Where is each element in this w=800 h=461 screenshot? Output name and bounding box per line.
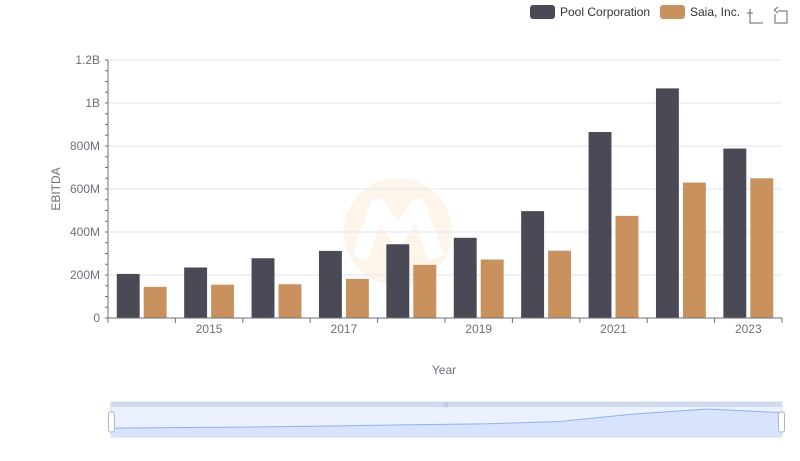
y-tick-label: 200M <box>70 268 100 282</box>
zoom-left-handle[interactable] <box>108 411 115 433</box>
y-axis-title: EBITDA <box>49 167 63 210</box>
legend-label-saia-inc: Saia, Inc. <box>690 5 740 19</box>
x-tick-label: 2023 <box>735 322 762 336</box>
bar-saia-inc-2023[interactable] <box>750 178 774 318</box>
bar-pool-corporation-2023[interactable] <box>723 148 747 318</box>
zoom-top-handle-bar[interactable] <box>111 402 782 407</box>
bar-pool-corporation-2017[interactable] <box>318 250 342 318</box>
y-tick-label: 0 <box>93 311 100 325</box>
y-tick-label: 600M <box>70 182 100 196</box>
bar-saia-inc-2018[interactable] <box>413 264 437 318</box>
bar-saia-inc-2014[interactable] <box>143 286 167 318</box>
zoom-right-handle[interactable] <box>778 411 785 433</box>
x-tick-label: 2021 <box>600 322 627 336</box>
zoom-select-icon[interactable] <box>747 8 763 24</box>
x-axis-title: Year <box>432 363 456 377</box>
y-tick-label: 800M <box>70 139 100 153</box>
legend-item-pool-corporation[interactable]: Pool Corporation <box>530 5 650 19</box>
bar-saia-inc-2022[interactable] <box>682 182 706 318</box>
bar-pool-corporation-2019[interactable] <box>453 237 477 318</box>
bar-saia-inc-2015[interactable] <box>211 284 235 318</box>
bar-pool-corporation-2016[interactable] <box>251 258 275 318</box>
bar-saia-inc-2021[interactable] <box>615 215 639 318</box>
legend-swatch-pool-corporation <box>530 5 555 19</box>
bar-saia-inc-2017[interactable] <box>345 278 369 318</box>
y-tick-label: 400M <box>70 225 100 239</box>
legend: Pool Corporation Saia, Inc. <box>530 5 740 19</box>
bar-pool-corporation-2015[interactable] <box>184 267 208 318</box>
bar-pool-corporation-2022[interactable] <box>655 88 679 318</box>
legend-item-saia-inc[interactable]: Saia, Inc. <box>660 5 740 19</box>
y-tick-label: 1.2B <box>75 53 100 67</box>
bar-pool-corporation-2018[interactable] <box>386 244 410 318</box>
y-axis: 0 200M 400M 600M 800M 1B 1.2B <box>70 53 109 325</box>
bar-saia-inc-2016[interactable] <box>278 284 302 318</box>
restore-icon[interactable] <box>772 6 788 24</box>
bar-pool-corporation-2014[interactable] <box>116 273 140 318</box>
bar-saia-inc-2020[interactable] <box>548 250 572 318</box>
data-zoom-slider[interactable]: ||| <box>108 401 785 438</box>
legend-label-pool-corporation: Pool Corporation <box>560 5 650 19</box>
x-axis: 2015 2017 2019 2021 2023 <box>107 317 783 336</box>
y-tick-label: 1B <box>85 96 100 110</box>
legend-swatch-saia-inc <box>660 5 685 19</box>
bar-saia-inc-2019[interactable] <box>480 259 504 318</box>
bars <box>116 88 774 318</box>
zoom-overview-line <box>110 408 783 429</box>
bar-pool-corporation-2021[interactable] <box>588 132 612 318</box>
x-tick-label: 2015 <box>196 322 223 336</box>
x-tick-label: 2019 <box>465 322 492 336</box>
x-tick-label: 2017 <box>331 322 358 336</box>
bar-pool-corporation-2020[interactable] <box>521 211 545 318</box>
zoom-grip-icon[interactable]: ||| <box>444 403 448 409</box>
